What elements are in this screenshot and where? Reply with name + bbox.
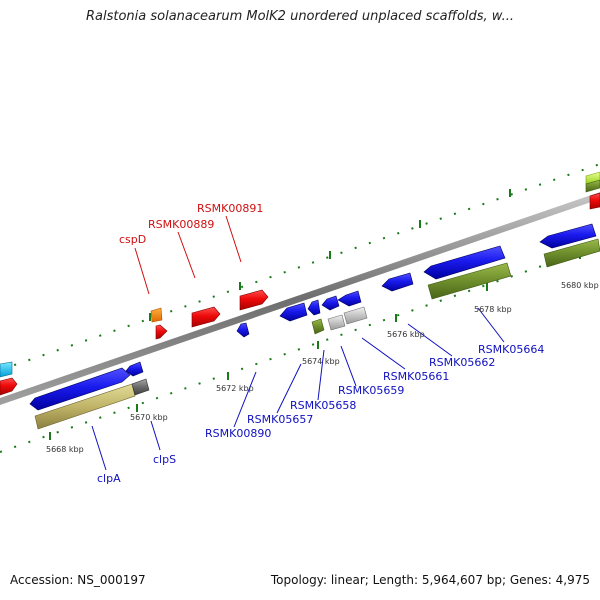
gene-right-blue bbox=[539, 223, 597, 249]
reverse-gene-labels[interactable]: clpA clpS RSMK00890 RSMK05657 RSMK05658 … bbox=[97, 343, 544, 485]
gene-clpA-domain bbox=[34, 383, 136, 430]
gene-RSMK05662 bbox=[381, 272, 414, 292]
gene-RSMK05659 bbox=[321, 295, 340, 311]
gene-right-blue-domain bbox=[543, 238, 600, 268]
map-title: Ralstonia solanacearum MolK2 unordered u… bbox=[85, 9, 514, 24]
major-ticks bbox=[49, 189, 581, 440]
gene-RSMK00889 bbox=[191, 306, 221, 328]
gene-label-clpA[interactable]: clpA bbox=[97, 472, 121, 485]
kbp-label-5678: 5678 kbp bbox=[474, 305, 512, 314]
gene-clpA bbox=[29, 367, 131, 411]
kbp-labels: 5668 kbp 5670 kbp 5672 kbp 5674 kbp 5676… bbox=[46, 281, 599, 454]
gene-red-left bbox=[0, 377, 18, 396]
gene-cyan-left bbox=[0, 361, 13, 378]
topology-text: Topology: linear; Length: 5,964,607 bp; … bbox=[270, 573, 590, 587]
gene-cspD-orange bbox=[150, 307, 163, 323]
gene-red-right bbox=[589, 192, 600, 210]
gene-label-RSMK00891[interactable]: RSMK00891 bbox=[197, 202, 263, 215]
gene-RSMK05659-domain bbox=[327, 314, 346, 331]
gene-RSMK05661-domain bbox=[343, 306, 368, 325]
backbone bbox=[0, 192, 600, 405]
gene-label-RSMK00890[interactable]: RSMK00890 bbox=[205, 427, 271, 440]
kbp-label-5668: 5668 kbp bbox=[46, 445, 84, 454]
gene-label-clpS[interactable]: clpS bbox=[153, 453, 176, 466]
gene-RSMK05657 bbox=[279, 302, 308, 322]
forward-gene-labels[interactable]: cspD RSMK00889 RSMK00891 bbox=[119, 202, 263, 246]
gene-label-cspD[interactable]: cspD bbox=[119, 233, 146, 246]
reverse-genes bbox=[29, 223, 600, 430]
tick-track-upper bbox=[0, 163, 600, 371]
gene-label-RSMK05659[interactable]: RSMK05659 bbox=[338, 384, 404, 397]
gene-label-RSMK05657[interactable]: RSMK05657 bbox=[247, 413, 313, 426]
gene-RSMK00890 bbox=[236, 322, 250, 338]
tick-track-lower bbox=[0, 245, 600, 453]
gene-RSMK05664-domain bbox=[427, 262, 512, 300]
reverse-leaders bbox=[91, 307, 505, 471]
gene-label-RSMK05662[interactable]: RSMK05662 bbox=[429, 356, 495, 369]
gene-RSMK00891 bbox=[239, 289, 269, 311]
gene-label-RSMK05661[interactable]: RSMK05661 bbox=[383, 370, 449, 383]
gene-RSMK05658-domain bbox=[311, 318, 325, 335]
kbp-label-5672: 5672 kbp bbox=[216, 384, 254, 393]
kbp-label-5674: 5674 kbp bbox=[302, 357, 340, 366]
forward-leaders bbox=[134, 215, 242, 295]
accession-text: Accession: NS_000197 bbox=[10, 573, 146, 587]
gene-clpS-domain bbox=[131, 378, 150, 396]
kbp-label-5676: 5676 kbp bbox=[387, 330, 425, 339]
gene-RSMK05664 bbox=[423, 245, 506, 280]
kbp-label-5670: 5670 kbp bbox=[130, 413, 168, 422]
gene-cspD-red bbox=[155, 324, 168, 340]
gene-RSMK05661 bbox=[337, 290, 362, 307]
gene-RSMK05658 bbox=[307, 299, 321, 316]
forward-genes bbox=[0, 171, 600, 396]
gene-label-RSMK05658[interactable]: RSMK05658 bbox=[290, 399, 356, 412]
kbp-label-5680: 5680 kbp bbox=[561, 281, 599, 290]
gene-label-RSMK05664[interactable]: RSMK05664 bbox=[478, 343, 544, 356]
gene-clpS bbox=[125, 361, 144, 377]
gene-green-right bbox=[585, 179, 600, 193]
gene-label-RSMK00889[interactable]: RSMK00889 bbox=[148, 218, 214, 231]
